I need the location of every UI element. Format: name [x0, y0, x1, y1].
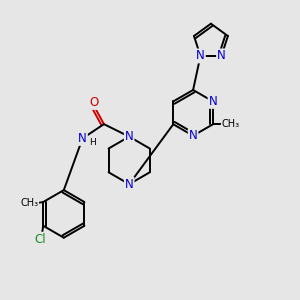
Text: O: O: [89, 96, 98, 109]
Text: N: N: [208, 95, 217, 108]
Text: CH₃: CH₃: [20, 199, 38, 208]
Text: Cl: Cl: [34, 233, 46, 246]
Text: N: N: [125, 130, 134, 143]
Text: N: N: [217, 50, 226, 62]
Text: H: H: [89, 138, 95, 147]
Text: N: N: [125, 178, 134, 191]
Text: N: N: [196, 50, 205, 62]
Text: N: N: [189, 129, 197, 142]
Text: CH₃: CH₃: [222, 119, 240, 129]
Text: N: N: [78, 132, 87, 145]
